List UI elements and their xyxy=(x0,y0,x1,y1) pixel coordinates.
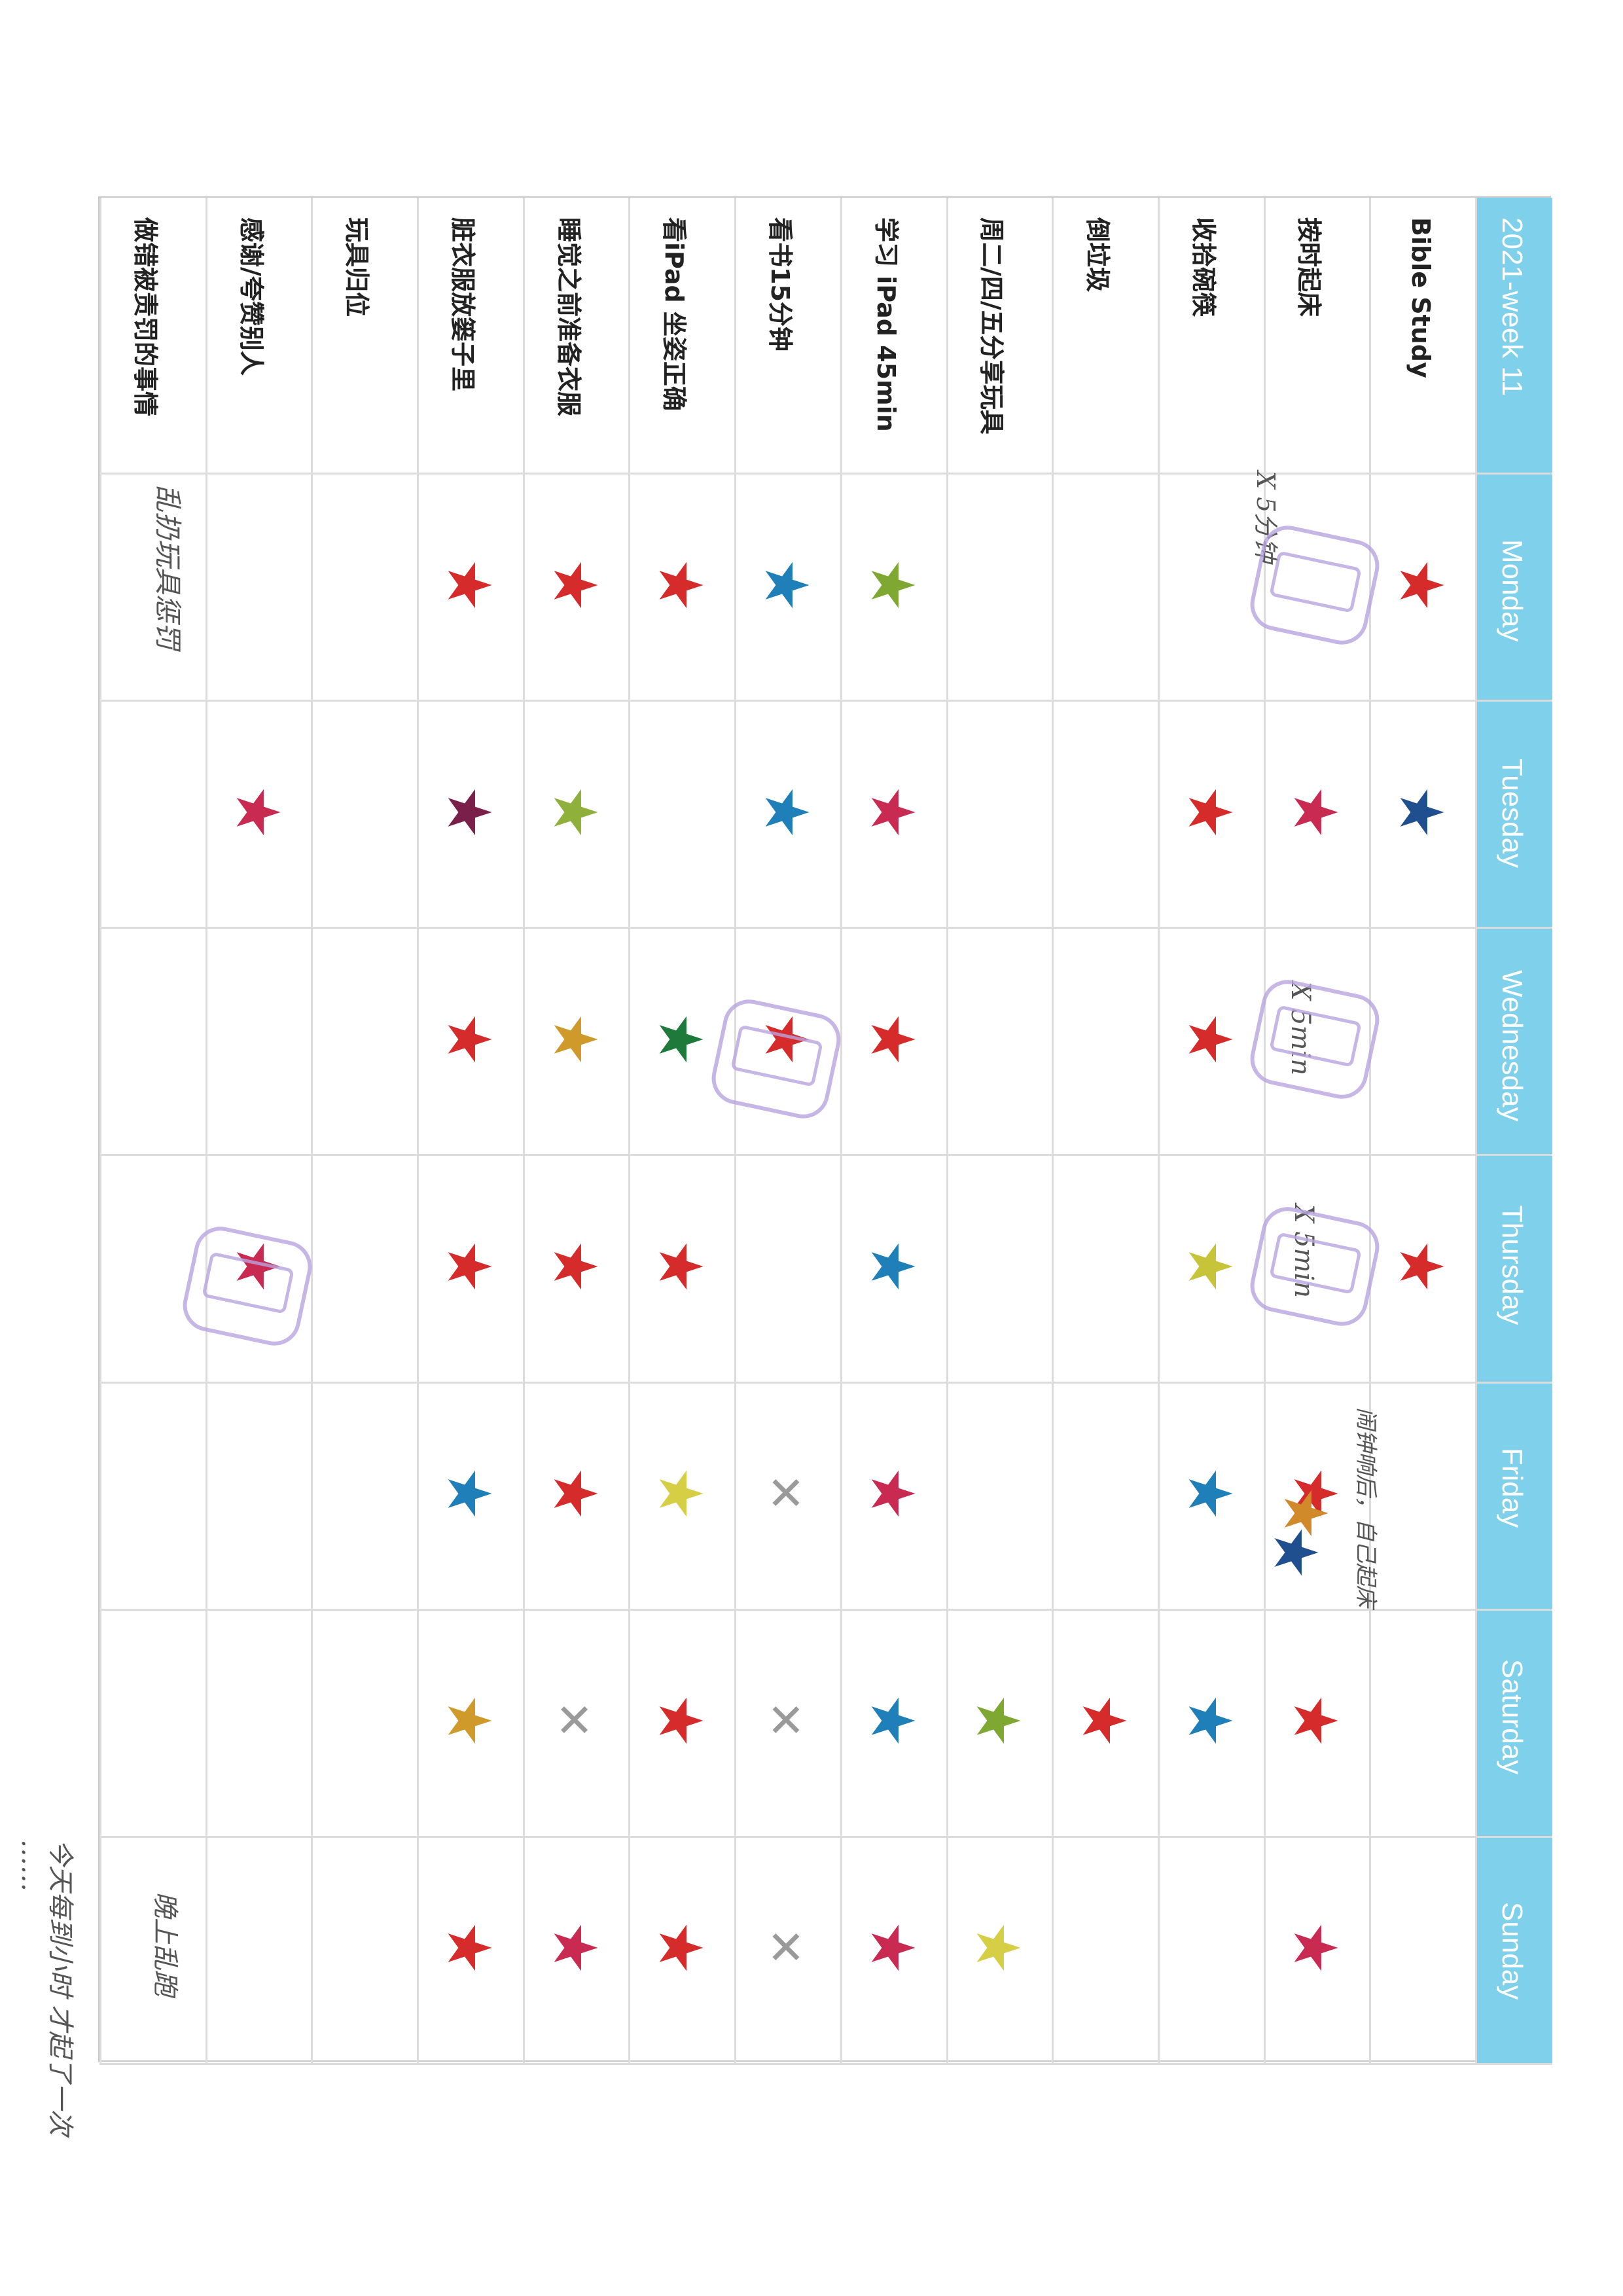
star-sticker: ★ xyxy=(751,558,821,612)
grid-line xyxy=(99,1154,1552,1157)
cross-mark: ✕ xyxy=(766,1467,806,1521)
star-sticker: ★ xyxy=(433,558,504,612)
star-sticker: ★ xyxy=(539,1921,610,1975)
star-sticker: ★ xyxy=(1260,1525,1331,1580)
star-sticker: ★ xyxy=(433,1466,504,1521)
star-sticker: ★ xyxy=(857,785,927,839)
grid-line xyxy=(99,700,1552,702)
task-label: 看iPad 坐姿正确 xyxy=(660,217,689,411)
star-sticker: ★ xyxy=(645,1466,716,1521)
task-label: 倒垃圾 xyxy=(1083,217,1113,293)
star-sticker: ★ xyxy=(1174,785,1245,839)
task-label: 感谢/夸赞别人 xyxy=(236,217,266,376)
task-label: 看书15分钟 xyxy=(766,217,794,351)
grid-line xyxy=(99,1381,1552,1384)
star-sticker: ★ xyxy=(433,1012,504,1067)
day-header-monday: Monday xyxy=(1496,539,1528,642)
task-label: 脏衣服放篓子里 xyxy=(448,217,477,392)
star-sticker: ★ xyxy=(433,785,504,839)
day-header-wednesday: Wednesday xyxy=(1496,969,1528,1122)
star-sticker: ★ xyxy=(1174,1694,1245,1748)
chart-title: 2021-week 11 xyxy=(1496,217,1528,397)
star-sticker: ★ xyxy=(1386,558,1457,612)
star-sticker: ★ xyxy=(857,1466,927,1521)
star-sticker: ★ xyxy=(222,785,293,839)
cross-mark: ✕ xyxy=(555,1694,594,1748)
task-label: 学习 iPad 45min xyxy=(871,217,901,432)
task-label: 周二/四/五分享玩具 xyxy=(977,217,1007,435)
grid-line xyxy=(99,473,1552,475)
reward-chart-table: 2021-week 11 Monday Tuesday Wednesday Thursd… xyxy=(98,196,1552,2065)
grid-line xyxy=(99,2063,1552,2065)
star-sticker: ★ xyxy=(645,1921,716,1975)
star-sticker: ★ xyxy=(857,1012,927,1067)
grid-line xyxy=(1475,198,1477,2063)
star-sticker: ★ xyxy=(539,1239,610,1294)
day-header-thursday: Thursday xyxy=(1496,1205,1528,1325)
grid-line xyxy=(417,198,419,2063)
star-sticker: ★ xyxy=(1174,1012,1245,1067)
note-bottom-2: …… xyxy=(16,1839,46,1892)
star-sticker: ★ xyxy=(857,1694,927,1748)
star-sticker: ★ xyxy=(857,1921,927,1975)
grid-line xyxy=(205,198,207,2063)
star-sticker: ★ xyxy=(1280,1921,1351,1975)
grid-line xyxy=(1263,198,1266,2063)
star-sticker: ★ xyxy=(539,1012,610,1067)
star-sticker: ★ xyxy=(645,558,716,612)
day-header-friday: Friday xyxy=(1496,1448,1528,1528)
star-sticker: ★ xyxy=(433,1921,504,1975)
star-sticker: ★ xyxy=(1174,1239,1245,1294)
task-label: 睡觉之前准备衣服 xyxy=(554,217,583,417)
star-sticker: ★ xyxy=(1280,1694,1351,1748)
note-monday-punished: 乱扔玩具惩罚 xyxy=(152,484,184,650)
cross-mark: ✕ xyxy=(766,1921,806,1975)
star-sticker: ★ xyxy=(539,558,610,612)
star-sticker: ★ xyxy=(645,1239,716,1294)
grid-line xyxy=(734,198,737,2063)
grid-line xyxy=(946,198,948,2063)
grid-line xyxy=(99,198,101,2063)
day-header-tuesday: Tuesday xyxy=(1496,758,1528,868)
star-sticker: ★ xyxy=(963,1694,1033,1748)
grid-line xyxy=(1157,198,1160,2063)
star-sticker: ★ xyxy=(857,558,927,612)
star-sticker: ★ xyxy=(1386,1239,1457,1294)
task-label: 做错被责罚的事情 xyxy=(130,217,160,417)
grid-line xyxy=(99,1835,1552,1838)
star-sticker: ★ xyxy=(539,785,610,839)
star-sticker: ★ xyxy=(433,1239,504,1294)
grid-line xyxy=(311,198,313,2063)
star-sticker: ★ xyxy=(1280,785,1351,839)
task-label: 按时起床 xyxy=(1294,217,1324,317)
task-label: 收拾碗筷 xyxy=(1188,217,1218,317)
note-bottom-1: 今天每到小时 才起了一次 xyxy=(45,1839,75,2136)
grid-line xyxy=(1369,198,1372,2063)
grid-line xyxy=(840,198,842,2063)
grid-line xyxy=(522,198,525,2063)
cross-mark: ✕ xyxy=(766,1694,806,1748)
grid-line xyxy=(628,198,631,2063)
task-label: 玩具归位 xyxy=(342,217,372,317)
day-header-sunday: Sunday xyxy=(1496,1902,1528,2000)
note-sunday-punished: 晚上乱跑 xyxy=(150,1892,180,1996)
star-sticker: ★ xyxy=(751,785,821,839)
star-sticker: ★ xyxy=(645,1012,716,1067)
star-sticker: ★ xyxy=(1069,1694,1139,1748)
star-sticker: ★ xyxy=(963,1921,1033,1975)
star-sticker: ★ xyxy=(1386,785,1457,839)
header-strip xyxy=(1475,198,1552,2063)
star-sticker: ★ xyxy=(539,1466,610,1521)
star-sticker: ★ xyxy=(645,1694,716,1748)
grid-line xyxy=(99,1608,1552,1611)
star-sticker: ★ xyxy=(857,1239,927,1294)
day-header-saturday: Saturday xyxy=(1496,1659,1528,1775)
grid-line xyxy=(99,927,1552,929)
star-sticker: ★ xyxy=(433,1694,504,1748)
task-label: Bible Study xyxy=(1406,217,1436,378)
grid-line xyxy=(1052,198,1054,2063)
note-friday-wake: 闹钟响后，自己起床 xyxy=(1353,1407,1379,1607)
star-sticker: ★ xyxy=(1174,1466,1245,1521)
